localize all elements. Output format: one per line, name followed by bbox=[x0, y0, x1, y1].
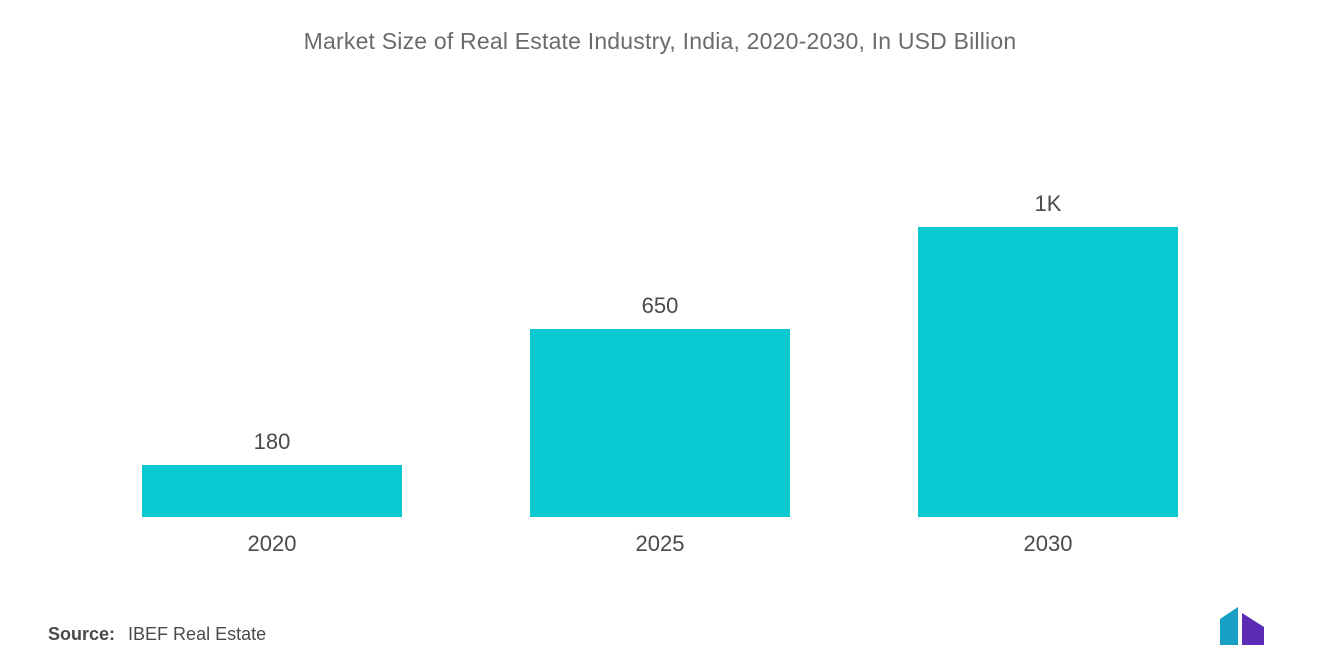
chart-container: Market Size of Real Estate Industry, Ind… bbox=[0, 0, 1320, 665]
brand-logo-icon bbox=[1216, 607, 1272, 645]
source-citation: Source: IBEF Real Estate bbox=[48, 624, 266, 645]
bar-0 bbox=[142, 465, 402, 517]
bar-1 bbox=[530, 329, 790, 518]
x-label-1: 2025 bbox=[466, 531, 854, 557]
plot-area: 180 650 1K bbox=[48, 65, 1272, 517]
bar-value-1: 650 bbox=[642, 293, 679, 319]
bar-group-0: 180 bbox=[78, 155, 466, 517]
bar-2 bbox=[918, 227, 1178, 517]
x-label-0: 2020 bbox=[78, 531, 466, 557]
chart-footer: Source: IBEF Real Estate bbox=[48, 557, 1272, 645]
x-axis-labels: 2020 2025 2030 bbox=[48, 517, 1272, 557]
chart-title: Market Size of Real Estate Industry, Ind… bbox=[48, 24, 1272, 65]
x-label-2: 2030 bbox=[854, 531, 1242, 557]
bar-group-1: 650 bbox=[466, 155, 854, 517]
source-text: IBEF Real Estate bbox=[128, 624, 266, 644]
bar-value-2: 1K bbox=[1035, 191, 1062, 217]
bar-value-0: 180 bbox=[254, 429, 291, 455]
bar-group-2: 1K bbox=[854, 155, 1242, 517]
source-label: Source: bbox=[48, 624, 115, 644]
